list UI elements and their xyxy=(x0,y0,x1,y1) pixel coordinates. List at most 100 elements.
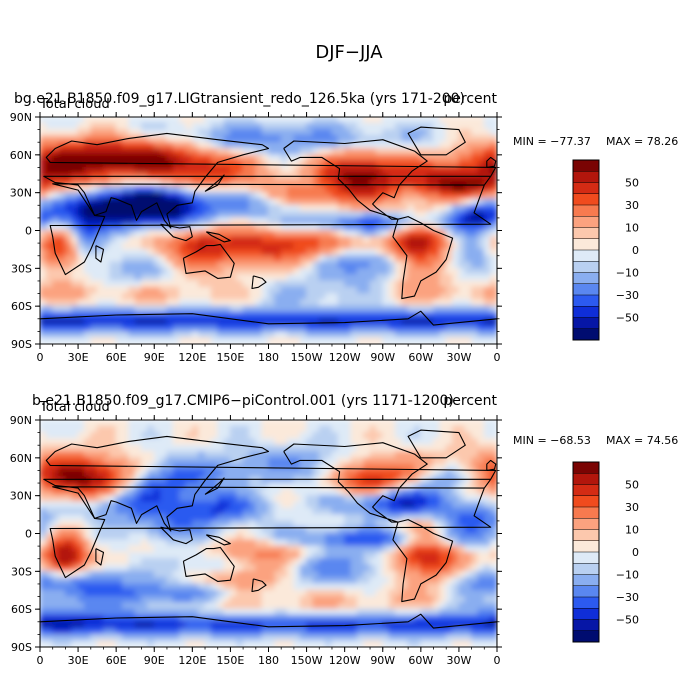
contour-cell xyxy=(306,501,314,509)
contour-cell xyxy=(369,236,377,244)
contour-cell xyxy=(325,501,333,509)
contour-cell xyxy=(153,198,162,206)
contour-cell xyxy=(83,179,92,187)
contour-cell xyxy=(248,154,257,162)
contour-cell xyxy=(248,514,257,522)
contour-cell xyxy=(337,236,346,244)
map-panel-2: b.e21.B1850.f09_g17.CMIP6−piControl.001 … xyxy=(10,393,679,667)
contour-cell xyxy=(445,267,454,276)
contour-cell xyxy=(83,324,92,332)
contour-cell xyxy=(331,179,339,187)
contour-cell xyxy=(318,507,327,516)
contour-cell xyxy=(394,185,403,194)
contour-cell xyxy=(407,204,415,213)
contour-cell xyxy=(274,583,282,591)
contour-cell xyxy=(293,520,301,528)
contour-cell xyxy=(344,305,352,313)
contour-cell xyxy=(179,141,187,150)
contour-cell xyxy=(413,570,422,579)
contour-cell xyxy=(52,192,60,200)
contour-cell xyxy=(185,558,193,566)
contour-cell xyxy=(350,299,358,307)
contour-cell xyxy=(236,558,244,566)
contour-cell xyxy=(312,330,320,339)
contour-cell xyxy=(147,135,155,143)
contour-cell xyxy=(369,293,377,301)
contour-cell xyxy=(64,589,73,598)
contour-cell xyxy=(90,444,98,453)
contour-cell xyxy=(141,141,149,150)
contour-cell xyxy=(45,148,54,156)
colorbar-box xyxy=(573,216,599,228)
contour-cell xyxy=(198,577,206,585)
contour-cell xyxy=(280,444,289,453)
contour-cell xyxy=(115,558,124,566)
contour-cell xyxy=(375,230,384,238)
contour-cell xyxy=(312,337,320,344)
contour-cell xyxy=(274,324,282,332)
contour-cell xyxy=(413,420,422,427)
contour-cell xyxy=(293,166,301,175)
contour-cell xyxy=(287,596,295,604)
contour-cell xyxy=(299,318,308,326)
contour-cell xyxy=(382,596,390,604)
contour-cell xyxy=(293,482,301,490)
contour-cell xyxy=(407,589,415,598)
contour-cell xyxy=(337,596,346,604)
y-tick-label: 30N xyxy=(10,187,32,200)
contour-cell xyxy=(172,122,181,131)
contour-cell xyxy=(229,305,238,313)
contour-cell xyxy=(293,507,301,516)
contour-cell xyxy=(96,141,104,150)
contour-cell xyxy=(318,438,327,446)
contour-cell xyxy=(471,305,479,313)
contour-cell xyxy=(325,198,333,206)
contour-cell xyxy=(64,488,73,497)
contour-cell xyxy=(439,122,447,131)
contour-cell xyxy=(369,583,377,591)
contour-cell xyxy=(287,463,295,471)
contour-cell xyxy=(64,551,73,560)
contour-cell xyxy=(452,311,460,320)
contour-cell xyxy=(96,533,104,541)
contour-cell xyxy=(141,311,149,320)
contour-cell xyxy=(58,154,66,162)
contour-cell xyxy=(210,507,219,516)
contour-cell xyxy=(268,451,276,459)
contour-cell xyxy=(147,230,155,238)
contour-cell xyxy=(71,248,79,257)
contour-cell xyxy=(325,311,333,320)
contour-cell xyxy=(102,425,111,434)
contour-cell xyxy=(363,173,371,181)
contour-cell xyxy=(58,117,66,124)
contour-cell xyxy=(242,179,250,187)
contour-cell xyxy=(490,463,497,471)
contour-cell xyxy=(483,463,492,471)
contour-cell xyxy=(356,330,365,339)
contour-cell xyxy=(71,280,79,288)
contour-cell xyxy=(483,438,492,446)
contour-cell xyxy=(102,337,111,344)
contour-cell xyxy=(483,122,492,131)
coastline-8 xyxy=(486,156,497,168)
contour-cell xyxy=(153,242,162,250)
contour-cell xyxy=(160,520,168,528)
contour-cell xyxy=(83,286,92,295)
contour-cell xyxy=(388,482,396,490)
contour-cell xyxy=(179,589,187,598)
contour-cell xyxy=(204,514,212,522)
contour-cell xyxy=(64,211,73,219)
contour-cell xyxy=(490,457,497,465)
contour-cell xyxy=(306,204,314,213)
contour-cell xyxy=(344,311,352,320)
contour-cell xyxy=(318,261,327,269)
contour-cell xyxy=(426,248,435,257)
contour-cell xyxy=(52,488,60,497)
contour-cell xyxy=(433,217,441,225)
contour-cell xyxy=(337,330,346,339)
contour-cell xyxy=(109,526,117,534)
contour-cell xyxy=(293,526,301,534)
contour-cell xyxy=(356,129,365,137)
contour-cell xyxy=(407,507,415,516)
contour-cell xyxy=(102,230,111,238)
